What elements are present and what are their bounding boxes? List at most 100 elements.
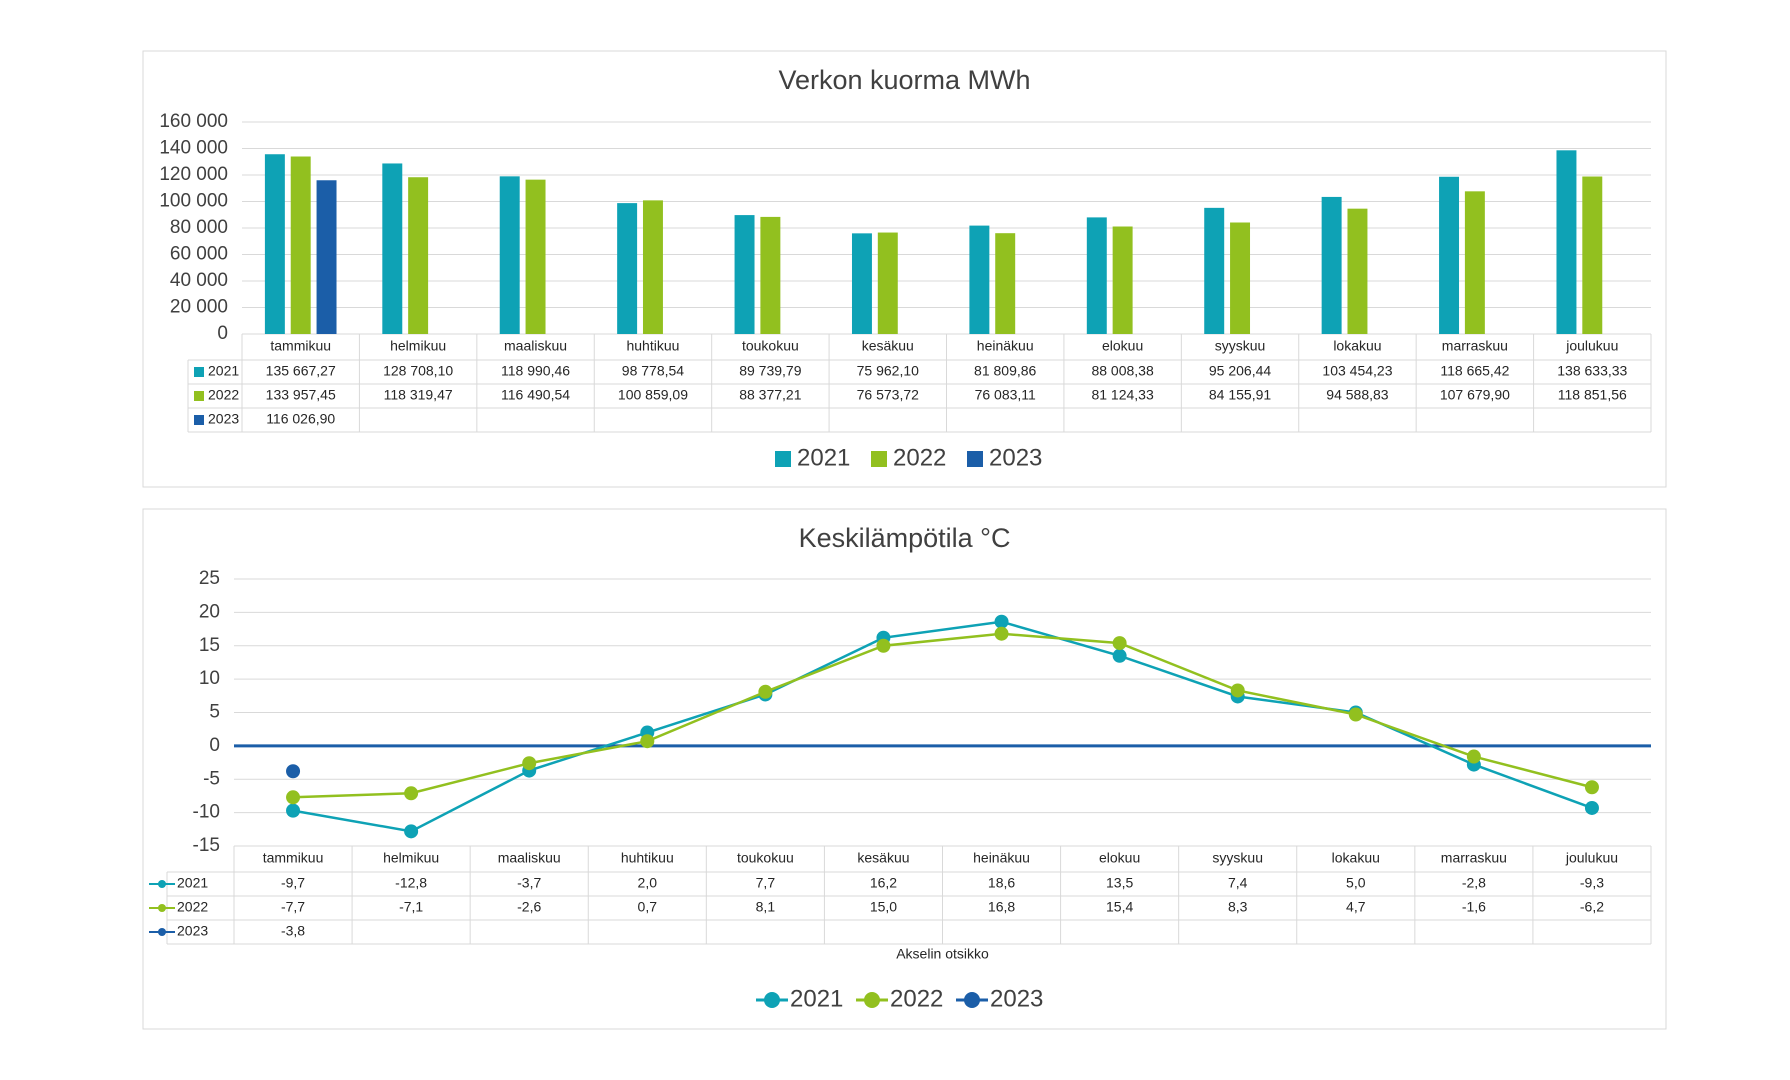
y-tick-label: -10 — [193, 802, 220, 823]
bar — [760, 216, 781, 334]
y-tick-label: -5 — [203, 768, 220, 789]
chart-frame — [142, 508, 1667, 1030]
table-value: 118 319,47 — [384, 387, 453, 403]
category-label: joulukuu — [1565, 850, 1618, 866]
table-value: 118 851,56 — [1558, 387, 1627, 403]
bar — [408, 177, 429, 334]
category-label: tammikuu — [263, 850, 324, 866]
table-value: 84 155,91 — [1209, 387, 1271, 403]
table-value: 98 778,54 — [622, 363, 684, 379]
table-value: 88 377,21 — [739, 387, 801, 403]
category-label: lokakuu — [1333, 338, 1381, 354]
bar — [1556, 150, 1577, 334]
marker — [1584, 780, 1599, 795]
bar — [1464, 191, 1485, 334]
y-tick-label: 0 — [209, 735, 220, 756]
marker — [404, 824, 419, 839]
marker — [1348, 707, 1363, 722]
legend-swatch — [864, 992, 880, 1008]
table-swatch — [194, 391, 204, 401]
bar — [1086, 217, 1107, 334]
bar — [316, 180, 337, 334]
table-value: 81 809,86 — [974, 363, 1036, 379]
table-value: 4,7 — [1346, 899, 1366, 915]
marker — [1112, 636, 1127, 651]
bar — [995, 233, 1016, 334]
table-value: 15,4 — [1106, 899, 1133, 915]
table-value: 7,7 — [756, 875, 776, 891]
bar — [290, 156, 311, 334]
marker — [1112, 648, 1127, 663]
marker — [994, 626, 1009, 641]
legend-label: 2021 — [797, 444, 850, 471]
legend-swatch — [871, 451, 887, 467]
marker — [994, 614, 1009, 629]
y-tick-label: 80 000 — [170, 217, 228, 238]
y-tick-label: 25 — [199, 568, 220, 589]
legend-swatch — [764, 992, 780, 1008]
table-value: 5,0 — [1346, 875, 1366, 891]
table-value: 116 490,54 — [501, 387, 570, 403]
y-tick-label: 140 000 — [159, 138, 228, 159]
category-label: kesäkuu — [862, 338, 914, 354]
category-label: helmikuu — [390, 338, 446, 354]
axis-title: Akselin otsikko — [896, 946, 989, 962]
table-value: -3,7 — [517, 875, 541, 891]
line — [292, 632, 1593, 799]
bar — [851, 233, 872, 334]
y-tick-label: 160 000 — [159, 111, 228, 132]
table-series-name: 2023 — [177, 923, 208, 939]
bar — [969, 225, 990, 334]
table-value: 16,2 — [870, 875, 897, 891]
table-value: 8,1 — [756, 899, 776, 915]
table-value: 128 708,10 — [383, 363, 453, 379]
category-label: elokuu — [1099, 850, 1140, 866]
table-swatch — [158, 880, 166, 888]
bar — [1439, 176, 1460, 334]
category-label: helmikuu — [383, 850, 439, 866]
bar — [382, 163, 403, 334]
marker — [286, 803, 301, 818]
table-swatch — [194, 367, 204, 377]
bar — [1230, 222, 1251, 334]
table-value: 95 206,44 — [1209, 363, 1271, 379]
y-tick-label: -15 — [193, 835, 220, 856]
marker — [286, 764, 301, 779]
marker — [640, 734, 655, 749]
category-label: joulukuu — [1565, 338, 1618, 354]
category-label: marraskuu — [1441, 850, 1507, 866]
y-tick-label: 5 — [209, 702, 220, 723]
category-label: syyskuu — [1215, 338, 1266, 354]
category-label: huhtikuu — [626, 338, 679, 354]
marker — [286, 790, 301, 805]
table-value: -7,1 — [399, 899, 423, 915]
category-label: tammikuu — [270, 338, 331, 354]
y-tick-label: 20 — [199, 601, 220, 622]
marker — [1466, 749, 1481, 764]
chart-title: Verkon kuorma MWh — [778, 65, 1030, 95]
legend-label: 2022 — [890, 985, 943, 1012]
category-label: maaliskuu — [498, 850, 561, 866]
table-value: 118 665,42 — [1440, 363, 1509, 379]
marker — [404, 786, 419, 801]
legend-label: 2023 — [990, 985, 1043, 1012]
table-swatch — [158, 904, 166, 912]
table-value: 7,4 — [1228, 875, 1248, 891]
bar — [525, 179, 546, 334]
table-value: -9,3 — [1580, 875, 1604, 891]
marker — [1230, 683, 1245, 698]
legend-label: 2023 — [989, 444, 1042, 471]
table-value: 135 667,27 — [266, 363, 336, 379]
y-tick-label: 20 000 — [170, 297, 228, 318]
table-value: 133 957,45 — [266, 387, 336, 403]
table-series-name: 2021 — [208, 363, 239, 379]
marker — [758, 684, 773, 699]
chart-frame — [142, 50, 1667, 488]
marker — [1584, 800, 1599, 815]
category-label: toukokuu — [742, 338, 799, 354]
table-value: 15,0 — [870, 899, 897, 915]
bar — [499, 176, 520, 334]
table-value: -2,6 — [517, 899, 541, 915]
table-value: 107 679,90 — [1440, 387, 1510, 403]
category-label: toukokuu — [737, 850, 794, 866]
